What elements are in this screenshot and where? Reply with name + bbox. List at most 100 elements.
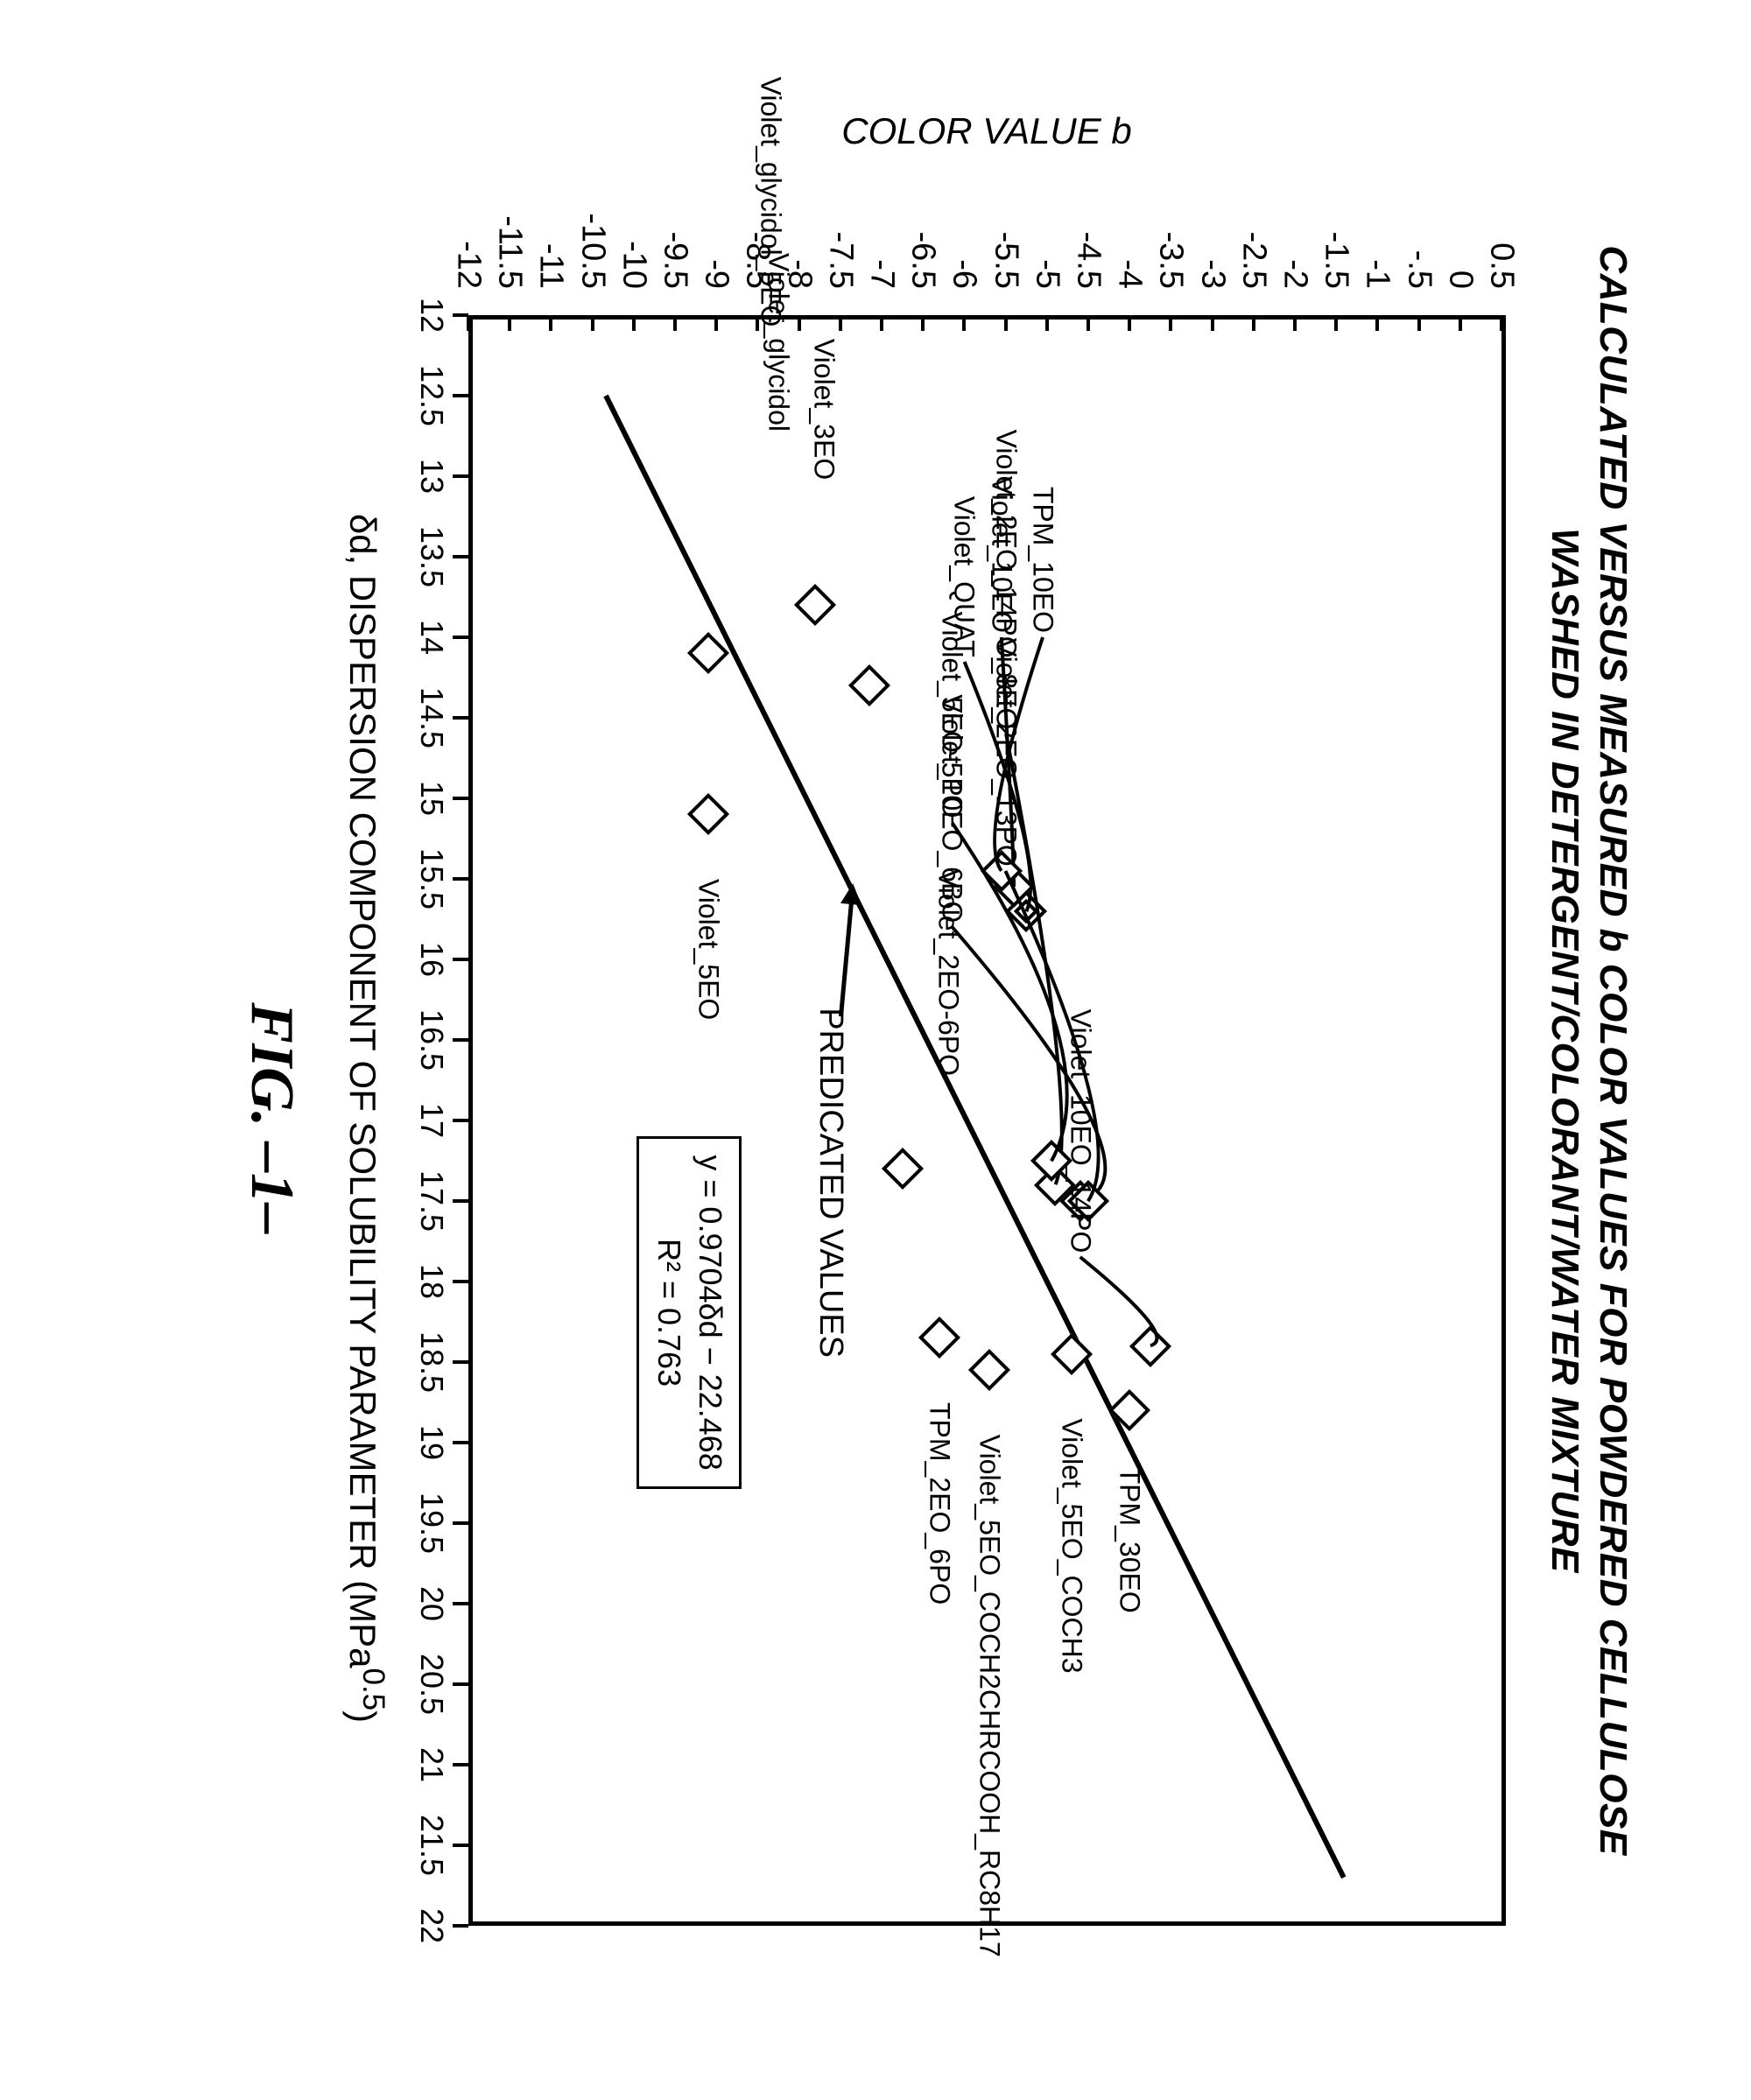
y-tick-label: -10.5: [573, 213, 611, 289]
x-tick: [453, 636, 468, 639]
x-axis-line: [468, 315, 473, 1926]
x-tick-label: 12.5: [413, 364, 450, 425]
data-point-marker: [1129, 1324, 1171, 1366]
y-tick-label: -6.5: [904, 231, 942, 288]
x-tick: [453, 555, 468, 558]
x-tick: [453, 1844, 468, 1847]
data-point-label: Violet_2EO-6PO: [932, 869, 964, 1076]
x-tick-label: 19.5: [413, 1492, 450, 1553]
equation-line-1: y = 0.9704δd − 22.468: [689, 1155, 730, 1470]
data-point-label: Violet_5EO_COCH3: [1056, 1418, 1088, 1673]
x-tick: [453, 958, 468, 961]
x-tick-label: 20: [413, 1585, 450, 1620]
predicted-values-label: PREDICATED VALUES: [812, 1008, 849, 1358]
data-point-marker: [918, 1317, 960, 1359]
x-tick-label: 17: [413, 1102, 450, 1137]
x-tick-label: 19: [413, 1424, 450, 1459]
y-tick-label: -11: [532, 242, 570, 288]
x-tick: [453, 1199, 468, 1203]
y-axis-line: [473, 315, 1506, 320]
rotated-stage: CALCULATED VERSUS MEASURED b COLOR VALUE…: [88, 88, 1663, 2013]
data-point-marker: [794, 584, 836, 626]
y-tick-label: -1: [1359, 259, 1396, 289]
data-point-label: Violet_5EO_COCH2CHRCOOH_RC8H17: [973, 1434, 1005, 1956]
data-point-marker: [968, 1349, 1010, 1391]
leader-line: [1072, 1253, 1184, 1354]
x-tick-label: 18.5: [413, 1331, 450, 1392]
x-tick-label: 12: [413, 297, 450, 332]
y-tick-label: -12: [450, 241, 488, 289]
y-tick-label: 0: [1441, 270, 1479, 288]
x-tick-label: 14: [413, 619, 450, 654]
y-tick-label: -.5: [1400, 249, 1438, 288]
x-tick-label: 15: [413, 780, 450, 815]
y-tick-label: -2: [1276, 259, 1314, 289]
y-tick-label: -9: [698, 259, 735, 289]
x-tick: [453, 474, 468, 478]
y-tick-label: -7.5: [821, 231, 859, 288]
x-tick-label: 15.5: [413, 847, 450, 909]
x-tick: [453, 1441, 468, 1444]
y-tick-label: -4.5: [1070, 231, 1108, 288]
x-tick: [453, 1360, 468, 1364]
data-point-label: Violet_5EO-5PO: [936, 611, 968, 818]
y-tick-label: -5: [1028, 259, 1065, 289]
y-tick-label: -10: [615, 241, 652, 289]
regression-equation-box: y = 0.9704δd − 22.468R² = 0.763: [636, 1136, 742, 1488]
x-tick: [453, 1038, 468, 1042]
y-tick-label: -5.5: [987, 231, 1024, 288]
x-axis-label: δd, DISPERSION COMPONENT OF SOLUBILITY P…: [341, 315, 390, 1921]
y-tick-label: -4: [1111, 259, 1149, 289]
data-point-label: TPM_30EO: [1114, 1466, 1146, 1612]
data-point-marker: [848, 664, 890, 706]
x-tick-label: 13.5: [413, 525, 450, 586]
x-tick: [453, 797, 468, 800]
plot-area: COLOR VALUE b δd, DISPERSION COMPONENT O…: [473, 315, 1506, 1926]
x-tick: [453, 394, 468, 397]
data-point-label: Violet_glycidol: [763, 253, 795, 432]
x-tick-label: 18: [413, 1263, 450, 1298]
page: CALCULATED VERSUS MEASURED b COLOR VALUE…: [0, 0, 1751, 2100]
y-tick-label: -9.5: [657, 231, 694, 288]
x-tick-label: 16.5: [413, 1008, 450, 1070]
figure-caption: FIG. –1–: [236, 315, 306, 1921]
x-tick-label: 14.5: [413, 686, 450, 748]
x-tick: [453, 1602, 468, 1605]
x-tick-label: 22: [413, 1907, 450, 1942]
chart-title: CALCULATED VERSUS MEASURED b COLOR VALUE…: [1541, 88, 1637, 2013]
x-tick-label: 21: [413, 1746, 450, 1781]
x-tick-label: 21.5: [413, 1814, 450, 1875]
x-tick-label: 17.5: [413, 1169, 450, 1231]
data-point-label: TPM_10EO: [1027, 486, 1059, 632]
data-point-marker: [687, 793, 729, 835]
arrow-head-icon: [840, 882, 863, 905]
y-tick-label: -6: [946, 259, 983, 289]
x-tick: [453, 1682, 468, 1686]
y-tick-label: -1.5: [1318, 231, 1355, 288]
y-tick-label: -3.5: [1152, 231, 1190, 288]
y-tick-label: 0.5: [1483, 242, 1521, 289]
x-tick: [453, 1924, 468, 1928]
data-point-label: Violet_2EO_13PO: [989, 637, 1022, 866]
x-tick-label: 20.5: [413, 1653, 450, 1714]
x-tick: [453, 1763, 468, 1766]
y-tick-label: -11.5: [491, 215, 529, 289]
x-tick-label: 16: [413, 941, 450, 976]
x-tick: [453, 1521, 468, 1525]
x-axis-label-text: δd, DISPERSION COMPONENT OF SOLUBILITY P…: [342, 513, 383, 1722]
x-tick: [453, 716, 468, 720]
arrow-line: [839, 903, 854, 1016]
x-tick: [453, 313, 468, 317]
y-tick-label: -2.5: [1234, 231, 1272, 288]
y-tick-label: -7: [863, 259, 901, 289]
data-point-label: Violet_3EO: [807, 338, 840, 479]
data-point-label: TPM_2EO_6PO: [924, 1402, 956, 1605]
x-tick-label: 13: [413, 458, 450, 493]
x-tick: [453, 1119, 468, 1122]
data-point-marker: [882, 1148, 924, 1190]
equation-line-2: R² = 0.763: [648, 1155, 689, 1470]
y-axis-label: COLOR VALUE b: [842, 110, 1132, 152]
x-tick: [453, 877, 468, 881]
y-tick-label: -3: [1193, 259, 1231, 289]
data-point-label: Violet_5EO: [692, 879, 724, 1020]
